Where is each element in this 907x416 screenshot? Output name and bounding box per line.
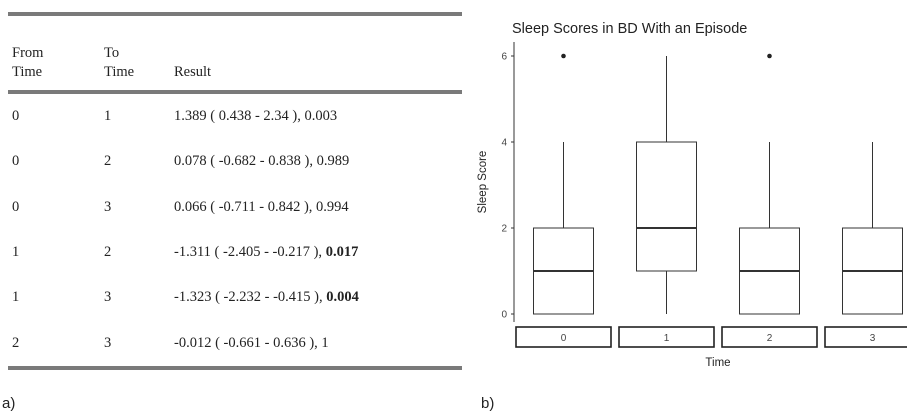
comparison-table-panel: From Time To Time Result 0 1 1.389 ( 0.4… (8, 12, 462, 370)
table-row: 1 3 -1.323 ( -2.232 - -0.415 ), 0.004 (8, 275, 462, 320)
header-result: Result (170, 16, 462, 90)
table-bottom-rule (8, 365, 462, 370)
header-to-time: To Time (100, 16, 170, 90)
y-tick-label: 2 (501, 224, 507, 235)
cell-result: -1.311 ( -2.405 - -0.217 ), 0.017 (170, 230, 462, 275)
cell-from: 0 (12, 198, 20, 215)
x-axis-title: Time (705, 357, 730, 369)
box-1 (636, 141, 697, 272)
cell-result: -0.012 ( -0.661 - 0.636 ), 1 (170, 320, 462, 365)
y-tick-label: 4 (501, 138, 507, 149)
result-text: 0.066 ( -0.711 - 0.842 ), 0.994 (174, 198, 349, 215)
panel-label-a: a) (2, 395, 16, 412)
header-from-line1: From (12, 45, 44, 61)
header-to-line1: To (104, 45, 120, 61)
cell-to: 3 (104, 198, 112, 215)
category-strip (721, 326, 818, 348)
result-text: -1.311 ( -2.405 - -0.217 ), (174, 244, 326, 261)
cell-result: 0.078 ( -0.682 - 0.838 ), 0.989 (170, 139, 462, 184)
cell-from: 2 (12, 334, 20, 351)
table-row: 2 3 -0.012 ( -0.661 - 0.636 ), 1 (8, 320, 462, 365)
result-pvalue-bold: 0.004 (326, 289, 359, 306)
result-text: -0.012 ( -0.661 - 0.636 ), 1 (174, 334, 329, 351)
outlier-point (767, 53, 772, 59)
cell-from: 0 (12, 153, 20, 170)
cell-to: 1 (104, 108, 112, 125)
plot-area: 0 2 4 6 0 1 2 3 (501, 42, 907, 348)
category-strip (824, 326, 907, 348)
table-row: 0 1 1.389 ( 0.438 - 2.34 ), 0.003 (8, 94, 462, 139)
cell-to: 3 (104, 334, 112, 351)
y-axis-title: Sleep Score (477, 151, 489, 214)
category-label: 0 (561, 333, 567, 344)
comparison-table: From Time To Time Result 0 1 1.389 ( 0.4… (8, 16, 462, 366)
header-from-time: From Time (8, 16, 100, 90)
sleep-score-boxplot: Sleep Scores in BD With an Episode Sleep… (477, 21, 907, 369)
cell-result: 1.389 ( 0.438 - 2.34 ), 0.003 (170, 94, 462, 139)
result-text: 1.389 ( 0.438 - 2.34 ), 0.003 (174, 108, 338, 125)
table-row: 0 2 0.078 ( -0.682 - 0.838 ), 0.989 (8, 139, 462, 184)
cell-from: 1 (12, 244, 20, 261)
cell-from: 0 (12, 108, 20, 125)
cell-to: 2 (104, 244, 112, 261)
result-text: -1.323 ( -2.232 - -0.415 ), (174, 289, 327, 306)
cell-to: 3 (104, 289, 112, 306)
y-tick-label: 6 (501, 52, 507, 63)
chart-title: Sleep Scores in BD With an Episode (512, 21, 747, 37)
cell-result: -1.323 ( -2.232 - -0.415 ), 0.004 (170, 275, 462, 320)
result-text: 0.078 ( -0.682 - 0.838 ), 0.989 (174, 153, 350, 170)
category-strip (515, 326, 612, 348)
header-to-line2: Time (104, 64, 135, 80)
table-row: 1 2 -1.311 ( -2.405 - -0.217 ), 0.017 (8, 230, 462, 275)
table-header-row: From Time To Time Result (8, 16, 462, 90)
table-row: 0 3 0.066 ( -0.711 - 0.842 ), 0.994 (8, 185, 462, 230)
category-label: 2 (767, 333, 773, 344)
category-strip (618, 326, 715, 348)
category-label: 1 (664, 333, 670, 344)
table-top-rule (8, 12, 462, 16)
result-pvalue-bold: 0.017 (325, 244, 359, 261)
header-result-line1: Result (174, 64, 212, 80)
cell-from: 1 (12, 289, 20, 306)
y-tick-label: 0 (501, 310, 507, 321)
header-from-line2: Time (12, 64, 43, 80)
panel-label-b: b) (481, 395, 495, 412)
cell-to: 2 (104, 153, 112, 170)
outlier-point (561, 53, 566, 59)
cell-result: 0.066 ( -0.711 - 0.842 ), 0.994 (170, 185, 462, 230)
category-label: 3 (870, 333, 876, 344)
